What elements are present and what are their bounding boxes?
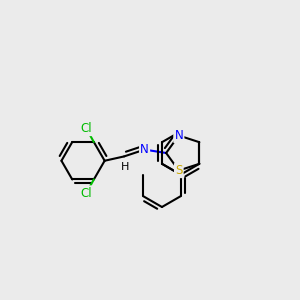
- Text: N: N: [174, 129, 183, 142]
- Text: H: H: [121, 162, 129, 172]
- Text: Cl: Cl: [80, 187, 92, 200]
- Text: S: S: [175, 164, 182, 177]
- Text: Cl: Cl: [80, 122, 92, 135]
- Text: N: N: [140, 143, 149, 156]
